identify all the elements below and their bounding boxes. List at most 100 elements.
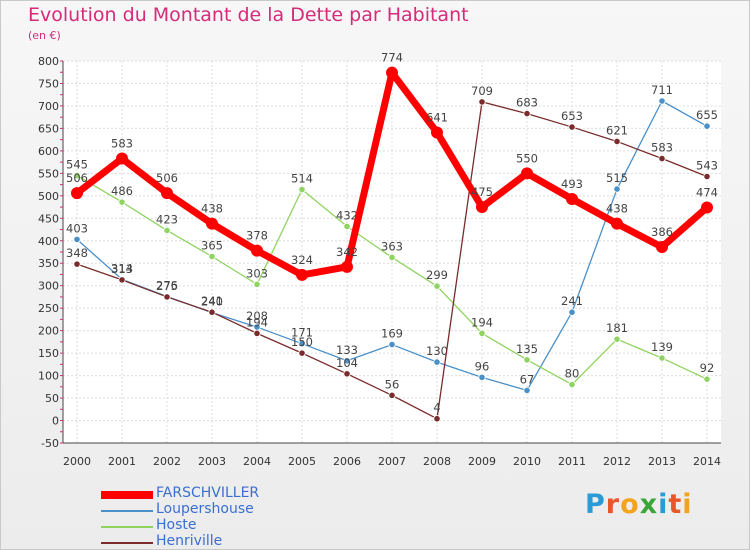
legend-swatch: [101, 510, 153, 512]
data-label: 506: [66, 171, 88, 185]
data-label: 135: [516, 342, 538, 356]
data-label: 67: [520, 372, 535, 386]
data-point: [568, 123, 576, 131]
data-point: [253, 280, 261, 288]
y-tick-label: 400: [38, 235, 59, 248]
x-tick-label: 2004: [243, 455, 271, 468]
data-label: 403: [66, 221, 88, 235]
data-point: [658, 354, 666, 362]
data-label: 365: [201, 238, 223, 252]
data-label: 515: [606, 171, 628, 185]
data-point: [118, 198, 126, 206]
data-label: 474: [696, 186, 718, 200]
data-label: 653: [561, 109, 583, 123]
x-tick-label: 2002: [153, 455, 181, 468]
data-label: 432: [336, 208, 358, 222]
proxiti-logo: Proxiti: [585, 489, 693, 520]
data-label: 711: [651, 83, 673, 97]
data-point: [478, 373, 486, 381]
data-point: [298, 340, 306, 348]
data-label: 438: [201, 202, 223, 216]
data-point: [568, 380, 576, 389]
data-point: [73, 235, 81, 244]
y-tick-label: 200: [38, 325, 59, 338]
y-tick-label: 50: [45, 392, 59, 405]
data-point: [478, 329, 486, 337]
data-point: [388, 340, 396, 349]
data-point: [118, 276, 126, 284]
data-point: [116, 152, 128, 165]
y-tick-label: 750: [38, 77, 59, 90]
legend-swatch: [101, 526, 153, 528]
data-point: [298, 349, 306, 357]
data-point: [566, 192, 578, 205]
x-tick-label: 2005: [288, 455, 316, 468]
data-label: 104: [336, 356, 358, 370]
data-label: 378: [246, 229, 268, 243]
data-point: [523, 356, 531, 364]
data-label: 4: [433, 401, 440, 415]
legend-label: Henriville: [156, 533, 223, 549]
x-tick-label: 2008: [423, 455, 451, 468]
data-point: [208, 252, 216, 261]
y-tick-label: 450: [38, 212, 59, 225]
y-tick-label: 100: [38, 370, 59, 383]
data-point: [388, 253, 396, 261]
x-tick-label: 2013: [648, 455, 676, 468]
plot-area: [63, 61, 721, 443]
data-point: [251, 244, 263, 257]
data-label: 181: [606, 321, 628, 335]
data-point: [703, 172, 711, 181]
data-label: 386: [651, 225, 673, 239]
data-point: [568, 308, 576, 316]
data-label: 130: [426, 344, 448, 358]
data-point: [658, 97, 666, 105]
data-point: [431, 126, 443, 139]
data-label: 299: [426, 268, 448, 282]
data-label: 240: [201, 295, 223, 309]
data-label: 169: [381, 327, 403, 341]
data-point: [163, 226, 171, 235]
data-label: 583: [651, 141, 673, 155]
data-point: [386, 66, 398, 79]
x-tick-label: 2012: [603, 455, 631, 468]
data-point: [521, 167, 533, 180]
data-label: 475: [471, 185, 493, 199]
y-tick-label: 700: [38, 100, 59, 113]
y-tick-label: 0: [52, 415, 59, 428]
data-label: 550: [516, 151, 538, 165]
data-label: 655: [696, 108, 718, 122]
data-label: 438: [606, 202, 628, 216]
data-label: 348: [66, 246, 88, 260]
x-tick-label: 2000: [63, 455, 91, 468]
data-point: [71, 187, 83, 200]
x-tick-label: 2003: [198, 455, 226, 468]
y-tick-label: 300: [38, 280, 59, 293]
data-label: 276: [156, 278, 178, 292]
data-label: 171: [291, 326, 313, 340]
data-label: 275: [156, 279, 178, 293]
data-label: 545: [66, 158, 88, 172]
data-point: [298, 185, 306, 194]
data-label: 80: [565, 367, 580, 381]
data-label: 423: [156, 212, 178, 226]
x-tick-label: 2001: [108, 455, 136, 468]
x-tick-label: 2007: [378, 455, 406, 468]
data-label: 92: [700, 361, 715, 375]
y-tick-label: 650: [38, 122, 59, 135]
data-label: 621: [606, 123, 628, 137]
data-label: 56: [385, 377, 400, 391]
data-label: 194: [246, 315, 268, 329]
data-point: [163, 293, 171, 301]
x-tick-label: 2014: [693, 455, 721, 468]
data-point: [613, 335, 621, 343]
x-tick-label: 2009: [468, 455, 496, 468]
data-point: [208, 308, 216, 316]
x-tick-label: 2006: [333, 455, 361, 468]
data-label: 313: [111, 262, 133, 276]
data-point: [343, 222, 351, 230]
legend-label: FARSCHVILLER: [156, 485, 260, 501]
data-label: 241: [201, 294, 223, 308]
